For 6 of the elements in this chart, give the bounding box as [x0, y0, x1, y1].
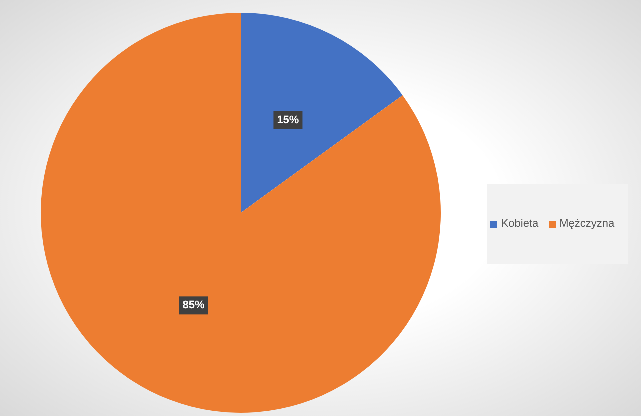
- legend-label: Mężczyzna: [560, 218, 615, 230]
- data-label: 85%: [182, 300, 206, 312]
- legend-label: Kobieta: [501, 218, 539, 230]
- pie-slice: [41, 13, 441, 413]
- pie-slice: [241, 13, 403, 213]
- data-label: 15%: [277, 114, 300, 126]
